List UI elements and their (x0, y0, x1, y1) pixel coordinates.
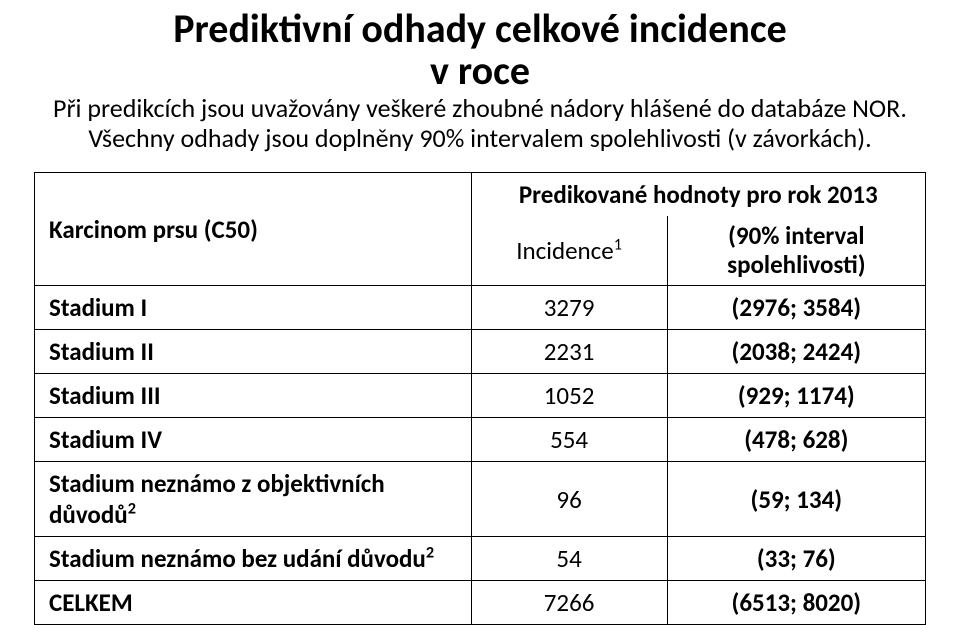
table-row: Stadium I 3279 (2976; 3584) (35, 286, 926, 330)
row-incidence: 2231 (471, 330, 667, 374)
table-row-unknown-noreason: Stadium neznámo bez udání důvodu2 54 (33… (35, 537, 926, 581)
subtitle-line-2: Všechny odhady jsou doplněny 90% interva… (88, 122, 871, 154)
header-ci-line-1: (90% interval (728, 220, 864, 251)
table-row-total: CELKEM 7266 (6513; 8020) (35, 581, 926, 625)
header-incidence: Incidence1 (471, 216, 667, 286)
row-label: Stadium II (35, 330, 472, 374)
header-incidence-base: Incidence (516, 235, 613, 266)
row-ci: (929; 1174) (667, 374, 925, 418)
header-ci: (90% interval spolehlivosti) (667, 216, 925, 286)
row-ci: (59; 134) (667, 462, 925, 537)
row-label-sup: 2 (426, 544, 434, 563)
row-label: Stadium neznámo bez udání důvodu2 (35, 537, 472, 581)
row-ci: (478; 628) (667, 418, 925, 462)
table-row: Stadium II 2231 (2038; 2424) (35, 330, 926, 374)
incidence-table: Karcinom prsu (C50) Predikované hodnoty … (34, 172, 926, 625)
row-label-sup: 2 (128, 500, 136, 519)
title-line-2: v roce (430, 46, 530, 95)
row-label: Stadium I (35, 286, 472, 330)
header-ci-line-2: spolehlivosti) (727, 249, 865, 280)
page-subtitle: Při predikcích jsou uvažovány veškeré zh… (34, 94, 926, 154)
table-header-row-1: Karcinom prsu (C50) Predikované hodnoty … (35, 172, 926, 216)
header-span: Predikované hodnoty pro rok 2013 (471, 172, 925, 216)
page: Prediktivní odhady celkové incidence v r… (0, 0, 960, 593)
row-label: Stadium neznámo z objektivních důvodů2 (35, 462, 472, 537)
page-title: Prediktivní odhady celkové incidence v r… (34, 8, 926, 92)
row-label-base: Stadium neznámo bez udání důvodu (49, 543, 426, 574)
table-row: Stadium IV 554 (478; 628) (35, 418, 926, 462)
subtitle-line-1: Při predikcích jsou uvažovány veškeré zh… (53, 92, 907, 124)
row-incidence: 1052 (471, 374, 667, 418)
row-label: Stadium III (35, 374, 472, 418)
row-ci: (2976; 3584) (667, 286, 925, 330)
header-left: Karcinom prsu (C50) (35, 172, 472, 286)
table-row: Stadium III 1052 (929; 1174) (35, 374, 926, 418)
row-incidence: 54 (471, 537, 667, 581)
row-ci: (2038; 2424) (667, 330, 925, 374)
row-label: CELKEM (35, 581, 472, 625)
row-incidence: 7266 (471, 581, 667, 625)
row-ci: (33; 76) (667, 537, 925, 581)
header-incidence-sup: 1 (614, 236, 622, 255)
row-incidence: 3279 (471, 286, 667, 330)
row-label-base: Stadium neznámo z objektivních důvodů (49, 468, 385, 530)
row-label: Stadium IV (35, 418, 472, 462)
row-incidence: 96 (471, 462, 667, 537)
row-ci: (6513; 8020) (667, 581, 925, 625)
row-incidence: 554 (471, 418, 667, 462)
table-row-unknown-obj: Stadium neznámo z objektivních důvodů2 9… (35, 462, 926, 537)
